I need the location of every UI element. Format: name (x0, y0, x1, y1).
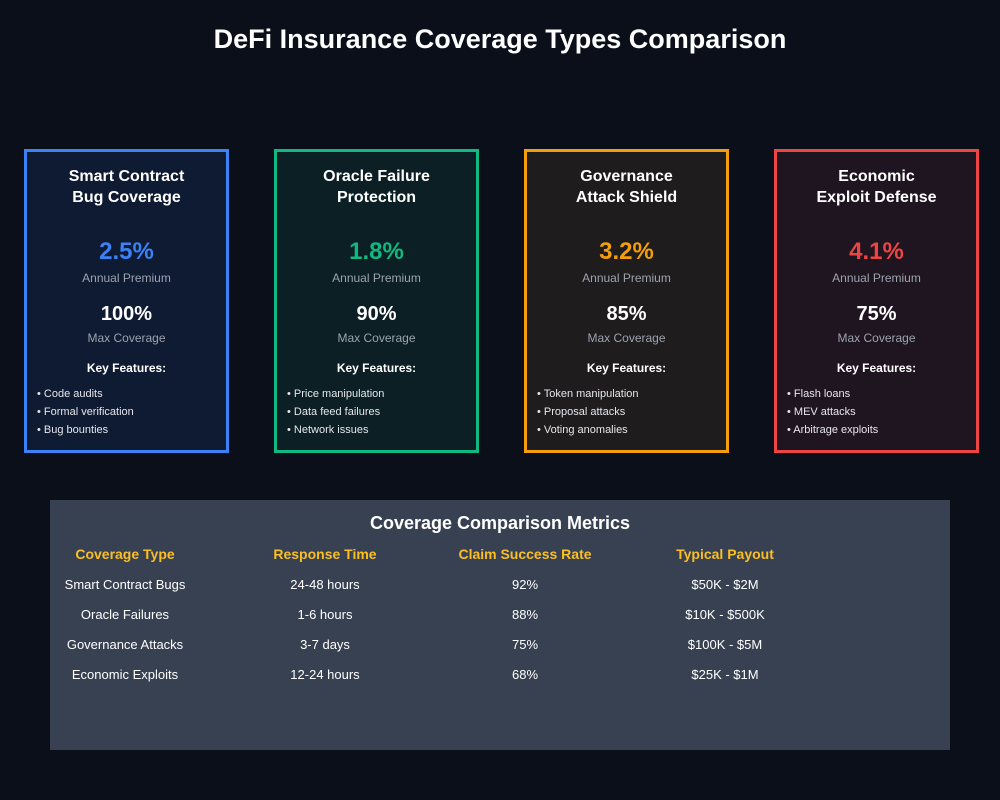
feature-item: • Formal verification (37, 406, 134, 418)
coverage-card-smart-contract: Smart Contract Bug Coverage 2.5% Annual … (24, 149, 229, 453)
coverage-card-governance: Governance Attack Shield 3.2% Annual Pre… (524, 149, 729, 453)
features-list: • Code audits • Formal verification • Bu… (37, 385, 134, 439)
features-list: • Price manipulation • Data feed failure… (287, 385, 384, 439)
coverage-card-oracle: Oracle Failure Protection 1.8% Annual Pr… (274, 149, 479, 453)
metrics-title: Coverage Comparison Metrics (369, 513, 631, 533)
max-coverage-value: 90% (356, 303, 397, 325)
max-coverage-value: 85% (606, 303, 647, 325)
cell-response-time: 3-7 days (300, 637, 350, 652)
card-title-line: Governance (580, 168, 673, 185)
cell-coverage-type: Economic Exploits (71, 667, 179, 682)
cell-typical-payout: $25K - $1M (691, 667, 759, 682)
premium-value: 2.5% (99, 238, 154, 265)
cell-claim-success: 68% (511, 667, 539, 682)
feature-item: • Price manipulation (287, 388, 385, 400)
card-title: Governance Attack Shield (527, 166, 726, 208)
features-list: • Token manipulation • Proposal attacks … (537, 385, 639, 439)
feature-item: • Flash loans (787, 388, 851, 400)
premium-label: Annual Premium (582, 271, 671, 285)
card-title-line: Attack Shield (575, 189, 678, 206)
coverage-card-economic: Economic Exploit Defense 4.1% Annual Pre… (774, 149, 979, 453)
features-heading: Key Features: (336, 361, 417, 375)
max-coverage-label: Max Coverage (337, 331, 416, 345)
premium-label: Annual Premium (332, 271, 421, 285)
cell-coverage-type: Governance Attacks (66, 637, 184, 652)
card-title-line: Exploit Defense (816, 189, 937, 206)
premium-label: Annual Premium (82, 271, 171, 285)
max-coverage-label: Max Coverage (587, 331, 666, 345)
metrics-panel: Coverage Comparison Metrics Coverage Typ… (50, 500, 950, 750)
card-title-line: Bug Coverage (72, 189, 181, 206)
card-title-line: Smart Contract (68, 168, 185, 185)
card-title-line: Economic (838, 168, 915, 185)
page-title: DeFi Insurance Coverage Types Comparison (213, 24, 787, 54)
cell-typical-payout: $100K - $5M (687, 637, 763, 652)
features-heading: Key Features: (836, 361, 917, 375)
max-coverage-value: 75% (856, 303, 897, 325)
card-title: Oracle Failure Protection (277, 166, 476, 208)
cell-response-time: 24-48 hours (290, 577, 360, 592)
column-header: Coverage Type (75, 546, 175, 562)
card-title: Economic Exploit Defense (777, 166, 976, 208)
feature-item: • Arbitrage exploits (787, 424, 879, 436)
features-heading: Key Features: (586, 361, 667, 375)
features-list: • Flash loans • MEV attacks • Arbitrage … (787, 385, 878, 439)
max-coverage-label: Max Coverage (837, 331, 916, 345)
features-heading: Key Features: (86, 361, 167, 375)
cell-claim-success: 75% (511, 637, 539, 652)
feature-item: • Voting anomalies (537, 424, 628, 436)
cell-typical-payout: $50K - $2M (691, 577, 759, 592)
card-title: Smart Contract Bug Coverage (27, 166, 226, 208)
cell-coverage-type: Oracle Failures (80, 607, 170, 622)
premium-value: 4.1% (849, 238, 904, 265)
column-header: Typical Payout (676, 546, 774, 562)
feature-item: • Token manipulation (537, 388, 639, 400)
feature-item: • Bug bounties (37, 424, 109, 436)
feature-item: • Network issues (287, 424, 369, 436)
premium-label: Annual Premium (832, 271, 921, 285)
premium-value: 1.8% (349, 238, 404, 265)
cell-claim-success: 92% (511, 577, 539, 592)
card-title-line: Protection (336, 189, 417, 206)
cell-claim-success: 88% (511, 607, 539, 622)
cell-response-time: 12-24 hours (290, 667, 360, 682)
cell-typical-payout: $10K - $500K (685, 607, 765, 622)
feature-item: • Proposal attacks (537, 406, 626, 418)
feature-item: • Data feed failures (287, 406, 381, 418)
premium-value: 3.2% (599, 238, 654, 265)
max-coverage-value: 100% (100, 303, 153, 325)
cell-coverage-type: Smart Contract Bugs (64, 577, 186, 592)
feature-item: • MEV attacks (787, 406, 856, 418)
column-header: Claim Success Rate (458, 546, 592, 562)
card-title-line: Oracle Failure (323, 168, 430, 185)
feature-item: • Code audits (37, 388, 103, 400)
max-coverage-label: Max Coverage (87, 331, 166, 345)
cell-response-time: 1-6 hours (297, 607, 353, 622)
column-header: Response Time (273, 546, 377, 562)
